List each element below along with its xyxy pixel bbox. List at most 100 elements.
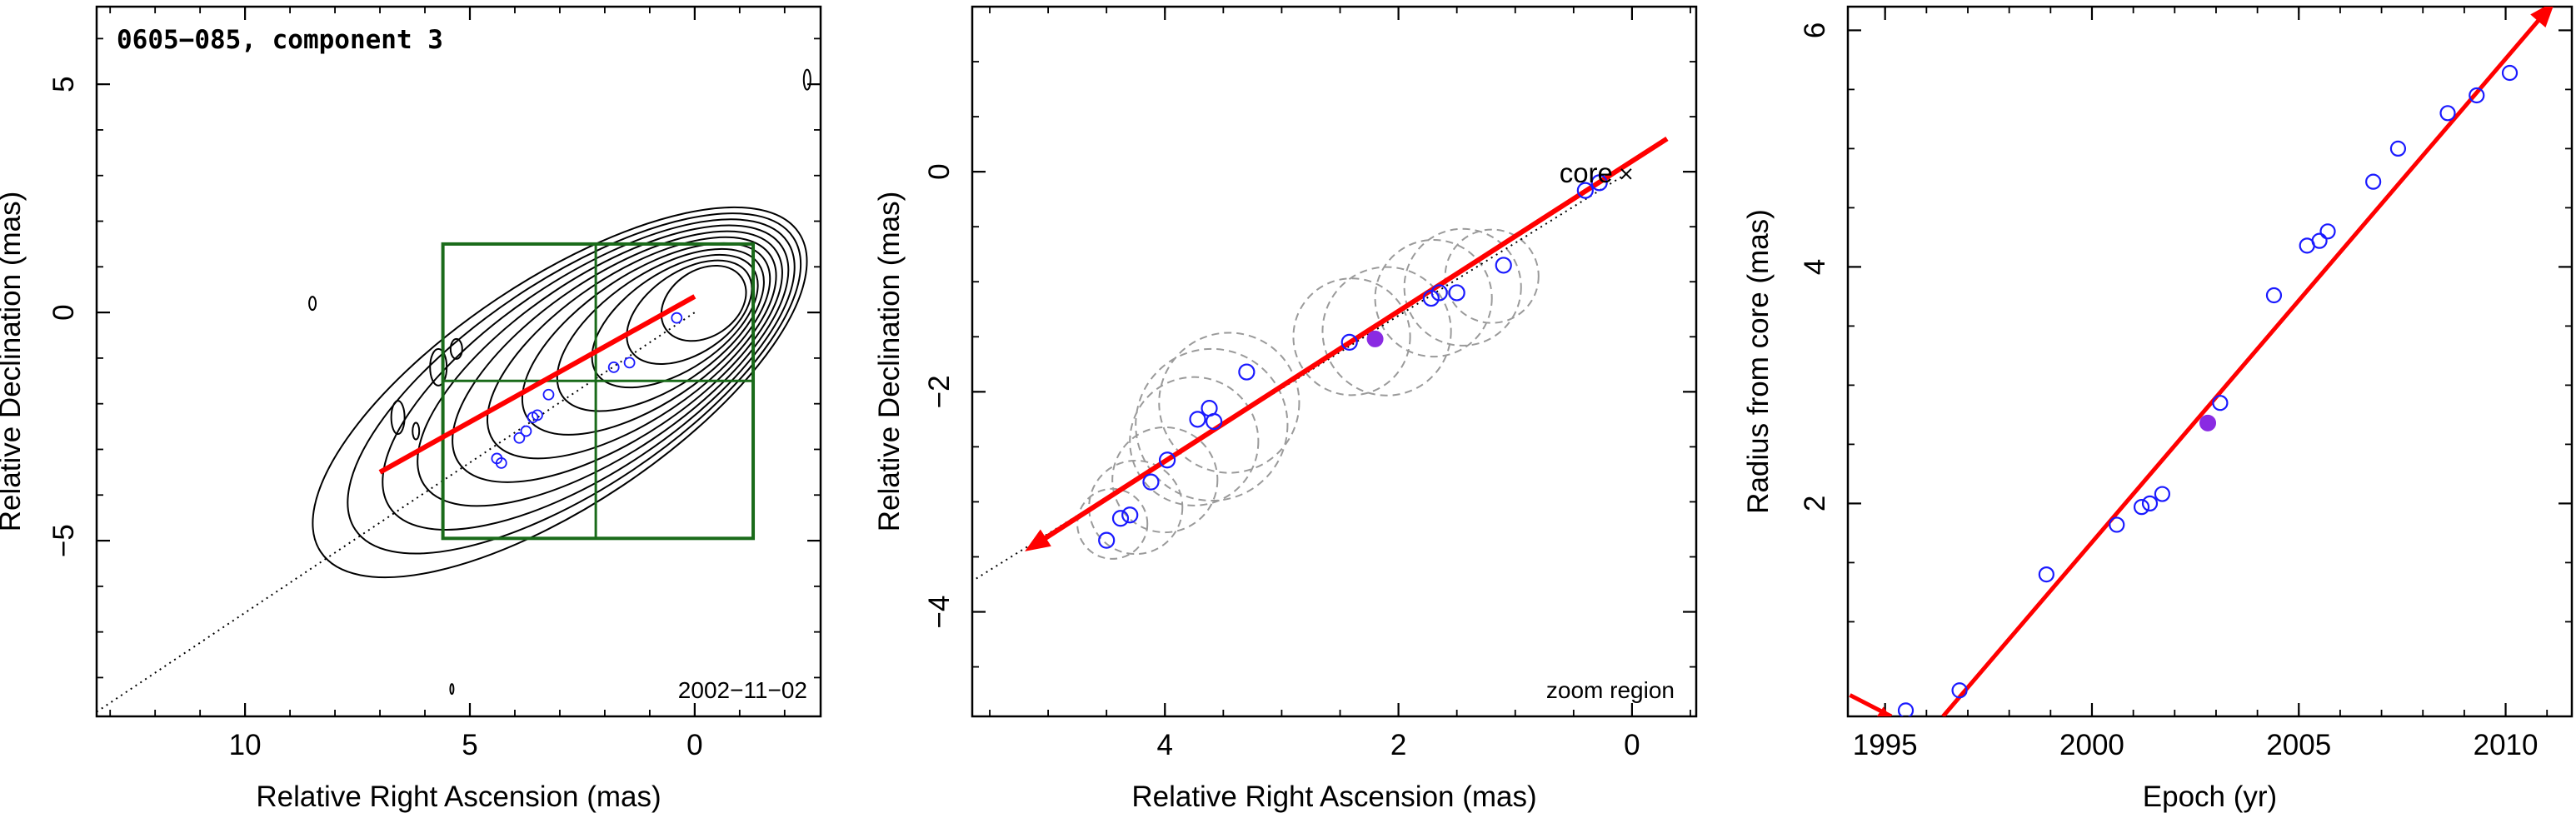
y-tick-label: 5 [47, 76, 80, 92]
contour-level [312, 206, 808, 579]
plot-area [1849, 7, 2554, 716]
contour-island [802, 68, 811, 91]
component-marker [1121, 506, 1139, 524]
plot-area [97, 68, 811, 713]
y-tick-label: 6 [1799, 22, 1831, 38]
uncertainty-circle [1076, 487, 1149, 560]
y-axis-label: Relative Declination (mas) [873, 192, 906, 531]
contour-island [308, 296, 317, 312]
highlighted-radius-marker [2199, 414, 2217, 431]
fitted-line [1941, 12, 2545, 716]
radius-marker [2469, 87, 2485, 104]
radius-marker [2038, 566, 2054, 583]
contour-level [556, 247, 765, 412]
y-tick-label: 2 [1799, 496, 1831, 511]
radius-marker [2439, 105, 2456, 122]
y-tick-label: 4 [1799, 259, 1831, 275]
y-axis-label: Relative Declination (mas) [0, 192, 27, 531]
uncertainty-circle [1158, 332, 1300, 474]
x-tick-label: 10 [229, 729, 262, 761]
component-position-marker [513, 431, 526, 444]
zoom-panel: 4 2 0 0 −2 −4 Relative Right Ascension (mas) Re… [873, 5, 1698, 813]
y-tick-label: 0 [923, 163, 956, 179]
y-tick-label: −2 [923, 375, 956, 408]
x-tick-label: 2005 [2266, 729, 2331, 761]
contour-island [429, 347, 448, 387]
uncertainty-circle [1129, 376, 1260, 506]
radius-marker [2141, 495, 2159, 512]
radius-epoch-panel: 1995 2000 2005 2010 2 4 6 Epoch (yr) Radius from… [1742, 5, 2574, 813]
zoom-region-label: zoom region [1546, 677, 1675, 703]
plot-frame [971, 5, 1698, 718]
radius-marker [2365, 173, 2382, 190]
component-position-marker [623, 357, 636, 369]
x-tick-label: 1995 [1853, 729, 1918, 761]
contour-level [452, 230, 783, 483]
fitted-line-arrowhead [2530, 7, 2554, 28]
component-marker [1098, 531, 1116, 549]
component-marker [1189, 411, 1206, 428]
plot-frame [1846, 5, 2574, 718]
radius-marker [2212, 395, 2229, 412]
contour-island [449, 683, 455, 696]
x-axis-label: Relative Right Ascension (mas) [1131, 781, 1536, 813]
trajectory-line [97, 312, 696, 713]
contour-level [487, 236, 777, 460]
component-position-marker [542, 388, 555, 401]
component-marker [1495, 257, 1512, 274]
x-tick-label: 2000 [2059, 729, 2124, 761]
component-marker [1206, 412, 1223, 431]
lower-arrow-head [1876, 706, 1890, 716]
epoch-date-label: 2002−11−02 [678, 677, 807, 703]
contour-level [626, 259, 753, 366]
x-axis-label: Relative Right Ascension (mas) [256, 781, 661, 813]
core-marker-b [1620, 168, 1632, 180]
component-marker [1430, 284, 1448, 302]
uncertainty-circle [1374, 238, 1493, 358]
component-marker [1111, 510, 1130, 527]
component-position-marker [520, 425, 532, 437]
contour-panel: 10 5 0 5 0 −5 Relative Right Ascension (mas) Re… [0, 5, 822, 813]
radius-marker [2154, 486, 2170, 502]
component-marker [1142, 473, 1160, 491]
contour-island [412, 421, 421, 441]
fitted-direction-arrowhead [1025, 529, 1051, 551]
y-axis-label: Radius from core (mas) [1742, 209, 1775, 514]
component-marker [1576, 182, 1594, 199]
x-tick-label: 2 [1390, 729, 1406, 761]
plot-frame [95, 5, 822, 718]
radius-marker [1897, 702, 1915, 716]
highlighted-component-marker [1366, 330, 1384, 347]
radius-marker [2501, 64, 2519, 82]
zoom-region-box [441, 242, 756, 541]
contour-level [660, 264, 747, 342]
chart-title: 0605−085, component 3 [117, 25, 443, 55]
radius-marker [2265, 287, 2283, 304]
uncertainty-circle [1292, 277, 1411, 397]
core-label: core [1560, 157, 1613, 188]
uncertainty-circle [1088, 459, 1184, 556]
x-tick-label: 4 [1157, 729, 1173, 761]
contour-island [390, 400, 406, 436]
component-position-marker [607, 361, 620, 373]
component-marker [1448, 284, 1465, 302]
component-marker [1340, 333, 1358, 351]
component-position-marker [491, 452, 503, 465]
x-tick-label: 0 [686, 729, 702, 761]
uncertainty-circle [1403, 227, 1522, 347]
radius-marker [2133, 499, 2150, 516]
component-position-marker [671, 312, 683, 324]
component-marker [1590, 174, 1608, 192]
x-axis-label: Epoch (yr) [2143, 781, 2277, 813]
uncertainty-circle [1444, 228, 1540, 324]
radius-marker [2311, 232, 2328, 249]
uncertainty-circle [1321, 266, 1452, 397]
contour-level [347, 212, 802, 555]
uncertainty-circle [1135, 347, 1289, 502]
x-tick-label: 2010 [2474, 729, 2539, 761]
contour-level [382, 218, 796, 531]
contour-level [417, 224, 790, 507]
contour-island [449, 337, 463, 360]
fitted-direction-line [378, 294, 696, 475]
